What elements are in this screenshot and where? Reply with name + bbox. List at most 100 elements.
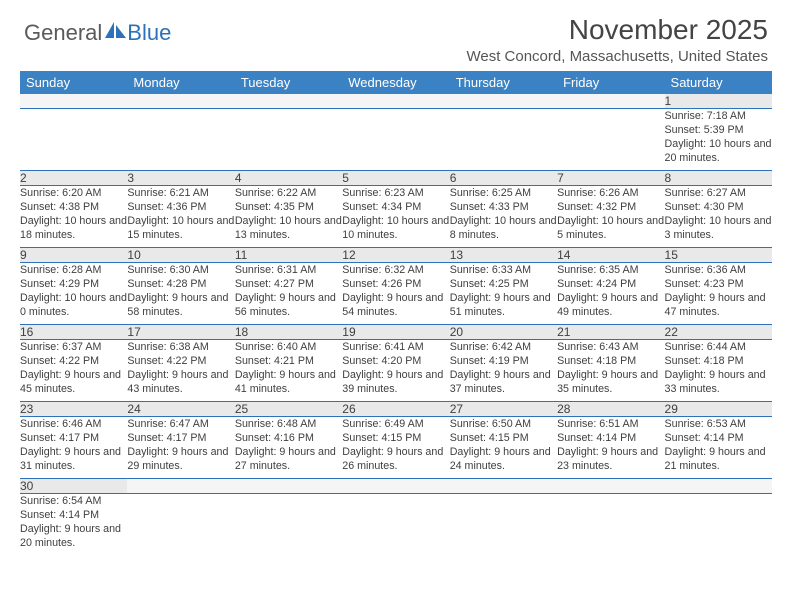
day-number: 30 (20, 479, 127, 494)
sunset-text: Sunset: 4:17 PM (20, 431, 127, 445)
sunset-text: Sunset: 4:18 PM (557, 354, 664, 368)
daylight-text: Daylight: 9 hours and 43 minutes. (127, 368, 234, 396)
empty-cell (665, 494, 772, 556)
sunrise-text: Sunrise: 6:21 AM (127, 186, 234, 200)
daylight-text: Daylight: 10 hours and 0 minutes. (20, 291, 127, 319)
sunset-text: Sunset: 4:21 PM (235, 354, 342, 368)
sunset-text: Sunset: 4:19 PM (450, 354, 557, 368)
empty-cell (342, 494, 449, 556)
day-cell: Sunrise: 6:50 AMSunset: 4:15 PMDaylight:… (450, 417, 557, 479)
sunset-text: Sunset: 4:38 PM (20, 200, 127, 214)
sunset-text: Sunset: 4:35 PM (235, 200, 342, 214)
day-cell: Sunrise: 6:54 AMSunset: 4:14 PMDaylight:… (20, 494, 127, 556)
day-number: 23 (20, 402, 127, 417)
sunrise-text: Sunrise: 6:28 AM (20, 263, 127, 277)
day-number: 27 (450, 402, 557, 417)
day-cell: Sunrise: 6:22 AMSunset: 4:35 PMDaylight:… (235, 186, 342, 248)
day-cell: Sunrise: 6:36 AMSunset: 4:23 PMDaylight:… (665, 263, 772, 325)
day-detail-row: Sunrise: 6:37 AMSunset: 4:22 PMDaylight:… (20, 340, 772, 402)
sunrise-text: Sunrise: 6:20 AM (20, 186, 127, 200)
empty-cell (665, 479, 772, 494)
sunrise-text: Sunrise: 6:22 AM (235, 186, 342, 200)
day-cell: Sunrise: 6:33 AMSunset: 4:25 PMDaylight:… (450, 263, 557, 325)
sunset-text: Sunset: 4:26 PM (342, 277, 449, 291)
empty-cell (20, 109, 127, 171)
empty-cell (557, 94, 664, 109)
day-number: 19 (342, 325, 449, 340)
day-cell: Sunrise: 7:18 AMSunset: 5:39 PMDaylight:… (665, 109, 772, 171)
sunrise-text: Sunrise: 6:46 AM (20, 417, 127, 431)
weekday-header: Wednesday (342, 71, 449, 94)
day-cell: Sunrise: 6:48 AMSunset: 4:16 PMDaylight:… (235, 417, 342, 479)
day-cell: Sunrise: 6:40 AMSunset: 4:21 PMDaylight:… (235, 340, 342, 402)
daylight-text: Daylight: 9 hours and 35 minutes. (557, 368, 664, 396)
day-number: 5 (342, 171, 449, 186)
sunset-text: Sunset: 4:22 PM (20, 354, 127, 368)
day-number: 20 (450, 325, 557, 340)
sunset-text: Sunset: 4:14 PM (665, 431, 772, 445)
day-number: 25 (235, 402, 342, 417)
sunrise-text: Sunrise: 6:31 AM (235, 263, 342, 277)
empty-cell (450, 94, 557, 109)
daylight-text: Daylight: 10 hours and 8 minutes. (450, 214, 557, 242)
sunrise-text: Sunrise: 6:30 AM (127, 263, 234, 277)
day-number-row: 9101112131415 (20, 248, 772, 263)
day-number: 15 (665, 248, 772, 263)
empty-cell (235, 479, 342, 494)
daylight-text: Daylight: 9 hours and 56 minutes. (235, 291, 342, 319)
day-number: 10 (127, 248, 234, 263)
logo: General Blue (24, 20, 171, 46)
weekday-header: Friday (557, 71, 664, 94)
day-cell: Sunrise: 6:28 AMSunset: 4:29 PMDaylight:… (20, 263, 127, 325)
daylight-text: Daylight: 10 hours and 10 minutes. (342, 214, 449, 242)
weekday-header: Tuesday (235, 71, 342, 94)
sunset-text: Sunset: 4:29 PM (20, 277, 127, 291)
sunset-text: Sunset: 4:23 PM (665, 277, 772, 291)
day-number: 1 (665, 94, 772, 109)
sunrise-text: Sunrise: 6:43 AM (557, 340, 664, 354)
daylight-text: Daylight: 9 hours and 24 minutes. (450, 445, 557, 473)
day-cell: Sunrise: 6:51 AMSunset: 4:14 PMDaylight:… (557, 417, 664, 479)
header: General Blue November 2025 West Concord,… (0, 0, 792, 71)
day-cell: Sunrise: 6:30 AMSunset: 4:28 PMDaylight:… (127, 263, 234, 325)
day-number: 8 (665, 171, 772, 186)
daylight-text: Daylight: 9 hours and 23 minutes. (557, 445, 664, 473)
daylight-text: Daylight: 10 hours and 13 minutes. (235, 214, 342, 242)
sunset-text: Sunset: 4:20 PM (342, 354, 449, 368)
calendar-table: SundayMondayTuesdayWednesdayThursdayFrid… (20, 71, 772, 556)
daylight-text: Daylight: 9 hours and 47 minutes. (665, 291, 772, 319)
day-number: 18 (235, 325, 342, 340)
day-number: 7 (557, 171, 664, 186)
day-cell: Sunrise: 6:53 AMSunset: 4:14 PMDaylight:… (665, 417, 772, 479)
daylight-text: Daylight: 10 hours and 18 minutes. (20, 214, 127, 242)
day-number: 22 (665, 325, 772, 340)
day-number: 9 (20, 248, 127, 263)
day-cell: Sunrise: 6:26 AMSunset: 4:32 PMDaylight:… (557, 186, 664, 248)
daylight-text: Daylight: 9 hours and 45 minutes. (20, 368, 127, 396)
sunset-text: Sunset: 4:18 PM (665, 354, 772, 368)
daylight-text: Daylight: 9 hours and 41 minutes. (235, 368, 342, 396)
logo-text-general: General (24, 20, 102, 46)
sunset-text: Sunset: 4:28 PM (127, 277, 234, 291)
daylight-text: Daylight: 9 hours and 54 minutes. (342, 291, 449, 319)
empty-cell (557, 479, 664, 494)
sunrise-text: Sunrise: 6:38 AM (127, 340, 234, 354)
daylight-text: Daylight: 10 hours and 3 minutes. (665, 214, 772, 242)
empty-cell (557, 494, 664, 556)
location: West Concord, Massachusetts, United Stat… (466, 48, 768, 65)
day-number: 29 (665, 402, 772, 417)
empty-cell (342, 94, 449, 109)
sunrise-text: Sunrise: 6:51 AM (557, 417, 664, 431)
sunrise-text: Sunrise: 6:41 AM (342, 340, 449, 354)
daylight-text: Daylight: 9 hours and 20 minutes. (20, 522, 127, 550)
weekday-header: Saturday (665, 71, 772, 94)
daylight-text: Daylight: 9 hours and 33 minutes. (665, 368, 772, 396)
day-number: 14 (557, 248, 664, 263)
daylight-text: Daylight: 9 hours and 31 minutes. (20, 445, 127, 473)
day-number: 28 (557, 402, 664, 417)
sunrise-text: Sunrise: 6:36 AM (665, 263, 772, 277)
sunrise-text: Sunrise: 6:42 AM (450, 340, 557, 354)
empty-cell (342, 109, 449, 171)
day-cell: Sunrise: 6:37 AMSunset: 4:22 PMDaylight:… (20, 340, 127, 402)
day-cell: Sunrise: 6:27 AMSunset: 4:30 PMDaylight:… (665, 186, 772, 248)
